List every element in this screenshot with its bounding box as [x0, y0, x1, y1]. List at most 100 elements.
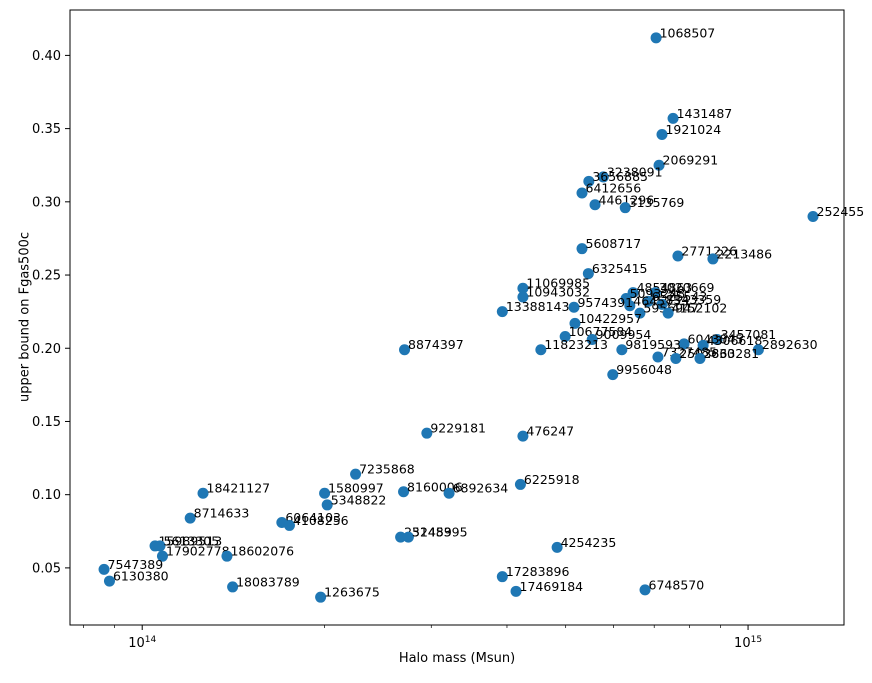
- data-point: [656, 128, 668, 140]
- point-label: 4108256: [293, 513, 349, 528]
- point-label: 9574391: [577, 295, 633, 310]
- data-point: [678, 338, 690, 350]
- data-point: [634, 307, 646, 319]
- data-point: [569, 317, 581, 329]
- data-point: [227, 581, 239, 593]
- data-point: [667, 112, 679, 124]
- point-label: 1263675: [324, 585, 380, 600]
- data-point: [568, 301, 580, 313]
- data-point: [221, 550, 233, 562]
- data-point: [535, 344, 547, 356]
- data-point: [653, 159, 665, 171]
- data-point: [517, 282, 529, 294]
- point-label: 4645753: [633, 293, 689, 308]
- point-label: 8343359: [665, 292, 721, 307]
- y-axis-title: upper bound on Fgas500c: [17, 231, 33, 403]
- data-point: [589, 199, 601, 211]
- point-label: 2771226: [681, 244, 737, 259]
- data-point: [156, 550, 168, 562]
- data-point: [624, 300, 636, 312]
- x-tick-label: 1014: [128, 635, 156, 651]
- point-label: 3135769: [629, 195, 685, 210]
- data-point: [283, 519, 295, 531]
- data-point: [551, 541, 563, 553]
- data-point: [421, 427, 433, 439]
- y-tick-label: 0.25: [32, 269, 61, 284]
- y-tick-label: 0.20: [32, 342, 61, 357]
- y-tick-label: 0.40: [32, 49, 61, 64]
- data-point: [639, 584, 651, 596]
- point-label: 4152102: [672, 301, 728, 316]
- data-point: [510, 585, 522, 597]
- data-point: [517, 291, 529, 303]
- data-point: [154, 540, 166, 552]
- data-point: [559, 331, 571, 343]
- data-point: [662, 307, 674, 319]
- data-point: [582, 268, 594, 280]
- data-point: [443, 487, 455, 499]
- data-point: [652, 351, 664, 363]
- point-label: 252459: [404, 525, 452, 540]
- point-label: 3656885: [592, 169, 648, 184]
- y-tick-label: 0.30: [32, 195, 61, 210]
- point-label: 18083789: [236, 574, 300, 589]
- data-point: [672, 250, 684, 262]
- point-label: 17469184: [520, 579, 584, 594]
- point-label: 18421127: [207, 481, 271, 496]
- data-point: [649, 287, 661, 299]
- data-point: [98, 563, 110, 575]
- point-label: 6130380: [113, 569, 169, 584]
- data-point: [807, 210, 819, 222]
- point-label: 5613305: [164, 533, 220, 548]
- data-point: [616, 344, 628, 356]
- point-label: 8874397: [408, 337, 464, 352]
- point-label: 9229181: [430, 421, 486, 436]
- point-label: 15989513: [159, 533, 223, 548]
- point-label: 13388143: [506, 299, 570, 314]
- point-label: 10677584: [569, 324, 633, 339]
- data-point: [697, 339, 709, 351]
- data-point: [583, 175, 595, 187]
- point-label: 9956048: [616, 362, 672, 377]
- data-point: [656, 298, 668, 310]
- data-point: [576, 187, 588, 199]
- data-point: [576, 243, 588, 255]
- point-label: 6412656: [586, 181, 642, 196]
- x-tick-label: 1015: [734, 635, 762, 651]
- point-label: 1068507: [660, 25, 716, 40]
- point-label: 5956947: [643, 301, 699, 316]
- data-point: [650, 32, 662, 44]
- data-point: [321, 499, 333, 511]
- point-label: 18602076: [230, 544, 294, 559]
- point-label: 252455: [817, 204, 865, 219]
- point-label: 1580997: [328, 481, 384, 496]
- data-point: [197, 487, 209, 499]
- point-label: 3020669: [659, 280, 715, 295]
- data-point: [707, 253, 719, 265]
- point-label: 9009954: [596, 327, 652, 342]
- data-point: [517, 430, 529, 442]
- point-label: 3148395: [412, 525, 468, 540]
- data-point: [586, 333, 598, 345]
- point-label: 6748570: [649, 577, 705, 592]
- point-label: 17902778: [166, 544, 230, 559]
- point-label: 6325415: [592, 261, 648, 276]
- point-label: 8714633: [194, 506, 250, 521]
- point-label: 6064103: [285, 510, 341, 525]
- x-axis-title: Halo mass (Msun): [398, 651, 516, 666]
- point-label: 1921024: [665, 122, 721, 137]
- point-label: 2892630: [762, 337, 818, 352]
- point-label: 3457081: [721, 327, 777, 342]
- point-label: 5348822: [331, 492, 387, 507]
- point-label: 4254235: [561, 535, 617, 550]
- data-point: [103, 575, 115, 587]
- data-point: [496, 306, 508, 318]
- data-point: [619, 202, 631, 214]
- point-label: 476247: [526, 424, 574, 439]
- point-label: 7547389: [108, 557, 164, 572]
- point-label: 2069291: [663, 153, 719, 168]
- data-point: [399, 344, 411, 356]
- data-point: [398, 486, 410, 498]
